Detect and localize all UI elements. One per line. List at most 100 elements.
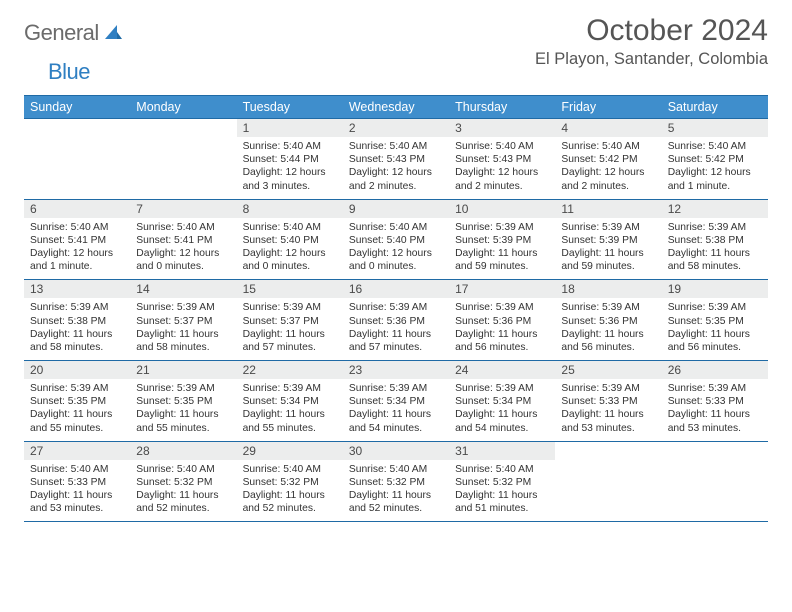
sunrise-text: Sunrise: 5:40 AM — [30, 463, 124, 476]
daylight-text: Daylight: 11 hours and 52 minutes. — [349, 489, 443, 515]
calendar-head: Sunday Monday Tuesday Wednesday Thursday… — [24, 96, 768, 119]
day-number: 16 — [343, 280, 449, 298]
sunrise-text: Sunrise: 5:40 AM — [349, 463, 443, 476]
sunset-text: Sunset: 5:35 PM — [668, 315, 762, 328]
day-body: Sunrise: 5:40 AMSunset: 5:43 PMDaylight:… — [343, 137, 449, 199]
day-body: Sunrise: 5:40 AMSunset: 5:32 PMDaylight:… — [130, 460, 236, 522]
day-body: Sunrise: 5:40 AMSunset: 5:41 PMDaylight:… — [130, 218, 236, 280]
calendar-cell: 22Sunrise: 5:39 AMSunset: 5:34 PMDayligh… — [237, 361, 343, 442]
sunset-text: Sunset: 5:44 PM — [243, 153, 337, 166]
day-number: 11 — [555, 200, 661, 218]
day-number: 9 — [343, 200, 449, 218]
sunset-text: Sunset: 5:42 PM — [668, 153, 762, 166]
day-number: 4 — [555, 119, 661, 137]
calendar-cell: 4Sunrise: 5:40 AMSunset: 5:42 PMDaylight… — [555, 119, 661, 200]
daylight-text: Daylight: 12 hours and 0 minutes. — [136, 247, 230, 273]
day-body: Sunrise: 5:40 AMSunset: 5:42 PMDaylight:… — [555, 137, 661, 199]
location-subtitle: El Playon, Santander, Colombia — [535, 50, 768, 69]
day-body: Sunrise: 5:39 AMSunset: 5:36 PMDaylight:… — [449, 298, 555, 360]
sunset-text: Sunset: 5:34 PM — [349, 395, 443, 408]
sunset-text: Sunset: 5:37 PM — [136, 315, 230, 328]
day-number: 7 — [130, 200, 236, 218]
sunset-text: Sunset: 5:32 PM — [136, 476, 230, 489]
calendar-cell: 25Sunrise: 5:39 AMSunset: 5:33 PMDayligh… — [555, 361, 661, 442]
day-body: Sunrise: 5:39 AMSunset: 5:37 PMDaylight:… — [130, 298, 236, 360]
calendar-cell: 23Sunrise: 5:39 AMSunset: 5:34 PMDayligh… — [343, 361, 449, 442]
day-number: 31 — [449, 442, 555, 460]
sunrise-text: Sunrise: 5:39 AM — [349, 301, 443, 314]
sunrise-text: Sunrise: 5:40 AM — [455, 140, 549, 153]
dow-header: Friday — [555, 96, 661, 119]
day-body: Sunrise: 5:40 AMSunset: 5:32 PMDaylight:… — [343, 460, 449, 522]
day-number: 13 — [24, 280, 130, 298]
day-number: 5 — [662, 119, 768, 137]
calendar-cell: 14Sunrise: 5:39 AMSunset: 5:37 PMDayligh… — [130, 280, 236, 361]
daylight-text: Daylight: 11 hours and 57 minutes. — [243, 328, 337, 354]
day-number: 14 — [130, 280, 236, 298]
day-number: 18 — [555, 280, 661, 298]
month-title: October 2024 — [535, 14, 768, 48]
logo-text-b: Blue — [48, 59, 90, 85]
day-body: Sunrise: 5:39 AMSunset: 5:34 PMDaylight:… — [449, 379, 555, 441]
calendar-cell: 2Sunrise: 5:40 AMSunset: 5:43 PMDaylight… — [343, 119, 449, 200]
daylight-text: Daylight: 11 hours and 54 minutes. — [349, 408, 443, 434]
day-number: 25 — [555, 361, 661, 379]
sunrise-text: Sunrise: 5:39 AM — [561, 382, 655, 395]
sunrise-text: Sunrise: 5:40 AM — [455, 463, 549, 476]
day-number: 21 — [130, 361, 236, 379]
calendar-week: 20Sunrise: 5:39 AMSunset: 5:35 PMDayligh… — [24, 361, 768, 442]
calendar-week: 13Sunrise: 5:39 AMSunset: 5:38 PMDayligh… — [24, 280, 768, 361]
day-number: 17 — [449, 280, 555, 298]
sunrise-text: Sunrise: 5:40 AM — [136, 221, 230, 234]
daylight-text: Daylight: 11 hours and 52 minutes. — [243, 489, 337, 515]
day-body: Sunrise: 5:39 AMSunset: 5:38 PMDaylight:… — [24, 298, 130, 360]
calendar-cell: 19Sunrise: 5:39 AMSunset: 5:35 PMDayligh… — [662, 280, 768, 361]
calendar-cell: 17Sunrise: 5:39 AMSunset: 5:36 PMDayligh… — [449, 280, 555, 361]
dow-header: Tuesday — [237, 96, 343, 119]
logo-text-a: General — [24, 20, 99, 46]
sunrise-text: Sunrise: 5:40 AM — [243, 221, 337, 234]
sunset-text: Sunset: 5:38 PM — [668, 234, 762, 247]
calendar-cell: 10Sunrise: 5:39 AMSunset: 5:39 PMDayligh… — [449, 199, 555, 280]
sunrise-text: Sunrise: 5:39 AM — [243, 382, 337, 395]
calendar-cell: 30Sunrise: 5:40 AMSunset: 5:32 PMDayligh… — [343, 441, 449, 522]
sunset-text: Sunset: 5:39 PM — [455, 234, 549, 247]
calendar-cell — [662, 441, 768, 522]
sunset-text: Sunset: 5:34 PM — [243, 395, 337, 408]
sunset-text: Sunset: 5:37 PM — [243, 315, 337, 328]
sunset-text: Sunset: 5:40 PM — [349, 234, 443, 247]
day-body: Sunrise: 5:39 AMSunset: 5:35 PMDaylight:… — [662, 298, 768, 360]
daylight-text: Daylight: 12 hours and 1 minute. — [668, 166, 762, 192]
day-body: Sunrise: 5:39 AMSunset: 5:38 PMDaylight:… — [662, 218, 768, 280]
sunset-text: Sunset: 5:42 PM — [561, 153, 655, 166]
sunrise-text: Sunrise: 5:39 AM — [30, 301, 124, 314]
calendar-cell: 15Sunrise: 5:39 AMSunset: 5:37 PMDayligh… — [237, 280, 343, 361]
day-body: Sunrise: 5:39 AMSunset: 5:34 PMDaylight:… — [237, 379, 343, 441]
dow-header: Saturday — [662, 96, 768, 119]
sunrise-text: Sunrise: 5:39 AM — [455, 382, 549, 395]
daylight-text: Daylight: 11 hours and 53 minutes. — [561, 408, 655, 434]
calendar-cell: 12Sunrise: 5:39 AMSunset: 5:38 PMDayligh… — [662, 199, 768, 280]
calendar-cell: 21Sunrise: 5:39 AMSunset: 5:35 PMDayligh… — [130, 361, 236, 442]
calendar-cell: 20Sunrise: 5:39 AMSunset: 5:35 PMDayligh… — [24, 361, 130, 442]
sunrise-text: Sunrise: 5:39 AM — [136, 382, 230, 395]
day-number: 30 — [343, 442, 449, 460]
daylight-text: Daylight: 12 hours and 2 minutes. — [455, 166, 549, 192]
day-body: Sunrise: 5:40 AMSunset: 5:32 PMDaylight:… — [449, 460, 555, 522]
daylight-text: Daylight: 11 hours and 54 minutes. — [455, 408, 549, 434]
day-body: Sunrise: 5:40 AMSunset: 5:33 PMDaylight:… — [24, 460, 130, 522]
day-body: Sunrise: 5:39 AMSunset: 5:33 PMDaylight:… — [662, 379, 768, 441]
day-body: Sunrise: 5:40 AMSunset: 5:44 PMDaylight:… — [237, 137, 343, 199]
daylight-text: Daylight: 12 hours and 0 minutes. — [349, 247, 443, 273]
day-number: 26 — [662, 361, 768, 379]
daylight-text: Daylight: 11 hours and 51 minutes. — [455, 489, 549, 515]
daylight-text: Daylight: 11 hours and 53 minutes. — [30, 489, 124, 515]
day-body: Sunrise: 5:40 AMSunset: 5:40 PMDaylight:… — [343, 218, 449, 280]
sunrise-text: Sunrise: 5:39 AM — [561, 221, 655, 234]
day-number: 29 — [237, 442, 343, 460]
day-number: 22 — [237, 361, 343, 379]
calendar-cell: 29Sunrise: 5:40 AMSunset: 5:32 PMDayligh… — [237, 441, 343, 522]
calendar-cell — [130, 119, 236, 200]
day-body: Sunrise: 5:39 AMSunset: 5:37 PMDaylight:… — [237, 298, 343, 360]
calendar-week: 6Sunrise: 5:40 AMSunset: 5:41 PMDaylight… — [24, 199, 768, 280]
